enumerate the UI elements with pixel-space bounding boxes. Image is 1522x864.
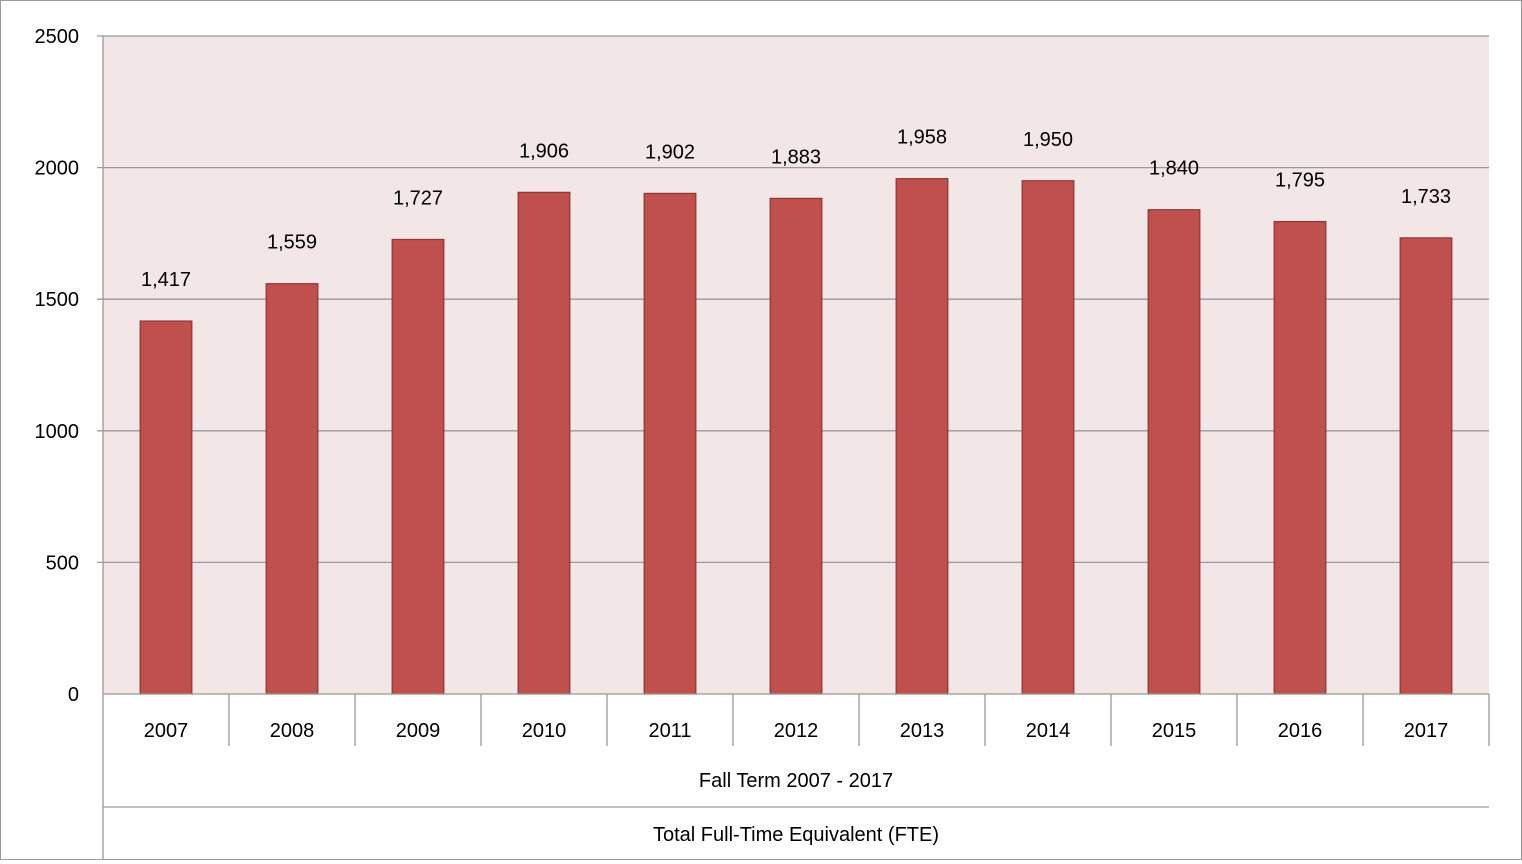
data-label: 1,417 [141,269,191,291]
data-label: 1,559 [267,232,317,254]
x-tick-label: 2007 [144,720,189,742]
data-label: 1,906 [519,140,569,162]
bar [139,320,193,695]
data-label: 1,727 [393,187,443,209]
y-tick-label: 0 [68,684,79,706]
bar [1021,180,1075,695]
y-axis: 0 500 1000 1500 2000 2500 [35,26,80,706]
y-tick-label: 1000 [35,421,80,443]
bar [643,192,697,695]
x-tick-label: 2011 [648,720,691,742]
x-tick-label: 2012 [774,720,819,742]
bar [391,238,445,695]
y-tick-label: 2000 [35,158,80,180]
data-label: 1,733 [1401,186,1451,208]
bars [139,178,1453,695]
x-tick-label: 2015 [1152,720,1197,742]
data-label: 1,795 [1275,170,1325,192]
bar [1147,209,1201,695]
data-label: 1,902 [645,141,695,163]
x-tick-label: 2009 [396,720,441,742]
bar [1399,237,1453,695]
bar [895,178,949,695]
x-tick-label: 2014 [1026,720,1071,742]
y-tick-label: 500 [46,552,79,574]
data-label: 1,958 [897,127,947,149]
x-tick-label: 2013 [900,720,945,742]
x-tick-label: 2008 [270,720,315,742]
category-group-label: Fall Term 2007 - 2017 [699,770,893,792]
y-tick-label: 1500 [35,289,80,311]
data-label: 1,883 [771,146,821,168]
bar [1273,220,1327,695]
x-tick-label: 2016 [1278,720,1323,742]
y-tick-label: 2500 [35,26,80,48]
data-label: 1,840 [1149,158,1199,180]
bar [517,191,571,695]
x-tick-label: 2010 [522,720,567,742]
x-axis: 2007 2008 2009 2010 2011 2012 2013 2014 2015 2016… [102,36,1490,859]
data-label: 1,950 [1023,129,1073,151]
series-label: Total Full-Time Equivalent (FTE) [653,824,939,846]
x-tick-label: 2017 [1404,720,1449,742]
data-labels: 1,417 1,559 1,727 1,906 1,902 1,883 1,958 1,950… [141,127,1451,291]
bar [265,283,319,695]
bar [769,197,823,695]
